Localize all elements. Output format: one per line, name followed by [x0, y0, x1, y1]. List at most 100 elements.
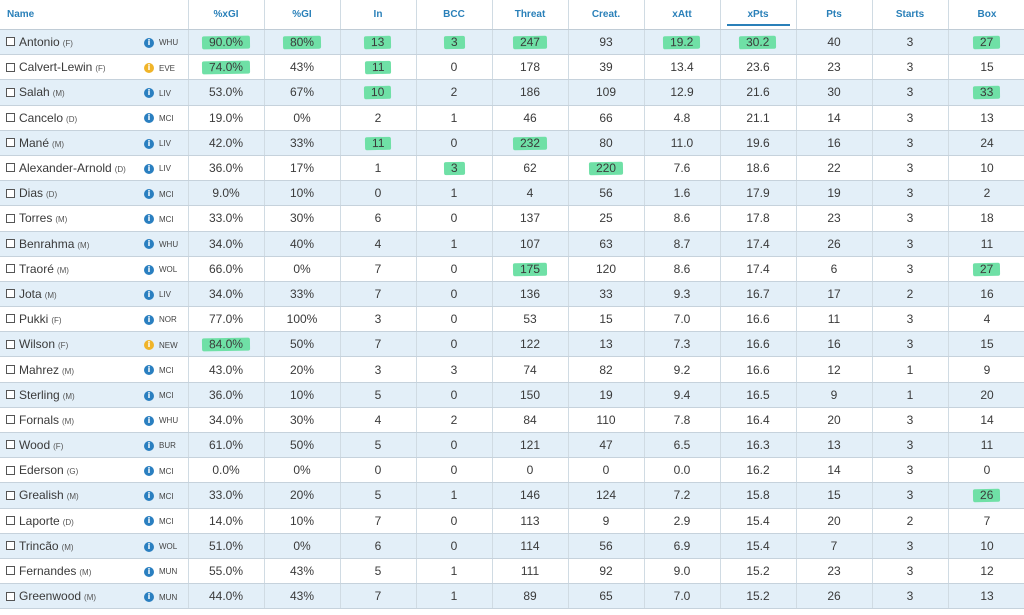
info-icon[interactable]: i [144, 592, 154, 603]
player-name[interactable]: Greenwood [19, 589, 82, 604]
table-row[interactable]: Antonio (F) i WHU 90.0% 80% 13 3 247 93 19.2 30.2 40… [0, 29, 1024, 56]
row-select-checkbox[interactable] [6, 465, 15, 475]
column-header-gi-pct[interactable]: %GI [264, 0, 341, 30]
column-header-pts[interactable]: Pts [796, 0, 873, 30]
table-row[interactable]: Mahrez (M) i MCI 43.0% 20% 3 3 74 82 9.2 16.6 12 1 9 [0, 356, 1024, 383]
info-icon[interactable]: i [144, 365, 154, 376]
player-name[interactable]: Grealish [19, 488, 64, 503]
table-row[interactable]: Pukki (F) i NOR 77.0% 100% 3 0 53 15 7.0 16.6 11 3 4 [0, 306, 1024, 333]
info-icon[interactable]: i [144, 239, 154, 250]
row-select-checkbox[interactable] [6, 87, 15, 97]
column-header-in[interactable]: In [340, 0, 417, 30]
player-name[interactable]: Alexander-Arnold [19, 161, 112, 176]
row-select-checkbox[interactable] [6, 213, 15, 223]
info-icon[interactable]: i [144, 163, 154, 174]
row-select-checkbox[interactable] [6, 238, 15, 248]
table-row[interactable]: Benrahma (M) i WHU 34.0% 40% 4 1 107 63 8.7 17.4 26 3… [0, 231, 1024, 257]
column-header-creat[interactable]: Creat. [568, 0, 645, 30]
table-row[interactable]: Wood (F) i BUR 61.0% 50% 5 0 121 47 6.5 16.3 13 3 11 [0, 432, 1024, 459]
info-icon[interactable]: i [144, 113, 154, 124]
info-icon[interactable]: i [144, 566, 154, 577]
info-icon[interactable]: i [144, 214, 154, 225]
info-icon[interactable]: i [144, 314, 154, 325]
table-row[interactable]: Jota (M) i LIV 34.0% 33% 7 0 136 33 9.3 16.7 17 2 16 [0, 281, 1024, 308]
table-row[interactable]: Traoré (M) i WOL 66.0% 0% 7 0 175 120 8.6 17.4 6 3 27 [0, 256, 1024, 282]
info-icon[interactable]: i [144, 37, 154, 48]
table-row[interactable]: Salah (M) i LIV 53.0% 67% 10 2 186 109 12.9 21.6 30 3… [0, 79, 1024, 106]
row-select-checkbox[interactable] [6, 289, 15, 299]
table-row[interactable]: Alexander-Arnold (D) i LIV 36.0% 17% 1 3 62 220 7.… [0, 155, 1024, 182]
player-name[interactable]: Mahrez [19, 362, 60, 377]
column-header-xpts[interactable]: xPts [720, 0, 797, 30]
table-row[interactable]: Ederson (G) i MCI 0.0% 0% 0 0 0 0 0.0 16.2 14 3 0 [0, 457, 1024, 484]
info-icon[interactable]: i [144, 264, 154, 275]
player-name[interactable]: Antonio [19, 35, 60, 50]
info-icon[interactable]: i [144, 390, 154, 401]
row-select-checkbox[interactable] [6, 138, 15, 148]
table-row[interactable]: Dias (D) i MCI 9.0% 10% 0 1 4 56 1.6 17.9 19 3 2 [0, 180, 1024, 207]
row-select-checkbox[interactable] [6, 364, 15, 374]
player-name[interactable]: Sterling [19, 387, 60, 402]
player-name[interactable]: Trincão [19, 538, 59, 553]
table-row[interactable]: Mané (M) i LIV 42.0% 33% 11 0 232 80 11.0 19.6 16 3 24 [0, 130, 1024, 156]
row-select-checkbox[interactable] [6, 264, 15, 274]
row-select-checkbox[interactable] [6, 591, 15, 601]
row-select-checkbox[interactable] [6, 314, 15, 324]
player-name[interactable]: Fernandes [19, 564, 77, 579]
row-select-checkbox[interactable] [6, 188, 15, 198]
table-row[interactable]: Cancelo (D) i MCI 19.0% 0% 2 1 46 66 4.8 21.1 14 3 13 [0, 105, 1024, 131]
info-icon[interactable]: i [144, 138, 154, 149]
table-row[interactable]: Calvert-Lewin (F) i EVE 74.0% 43% 11 0 178 39 13.4… [0, 54, 1024, 81]
row-select-checkbox[interactable] [6, 440, 15, 450]
player-name[interactable]: Jota [19, 286, 42, 301]
info-icon[interactable]: i [144, 516, 154, 527]
player-name[interactable]: Calvert-Lewin [19, 60, 93, 75]
column-header-threat[interactable]: Threat [492, 0, 569, 30]
player-name[interactable]: Fornals [19, 412, 60, 427]
info-icon[interactable]: i [144, 88, 154, 99]
column-header-starts[interactable]: Starts [872, 0, 949, 30]
info-icon[interactable]: i [144, 189, 154, 200]
table-row[interactable]: Wilson (F) i NEW 84.0% 50% 7 0 122 13 7.3 16.6 16 3 15 [0, 331, 1024, 358]
column-header-xatt[interactable]: xAtt [644, 0, 721, 30]
column-header-name[interactable]: Name [0, 0, 189, 30]
row-select-checkbox[interactable] [6, 515, 15, 525]
table-row[interactable]: Fernandes (M) i MUN 55.0% 43% 5 1 111 92 9.0 15.2 23… [0, 558, 1024, 585]
row-select-checkbox[interactable] [6, 415, 15, 425]
row-select-checkbox[interactable] [6, 37, 15, 47]
info-icon[interactable]: i [144, 340, 154, 351]
table-row[interactable]: Greenwood (M) i MUN 44.0% 43% 7 1 89 65 7.0 15.2 26 3… [0, 583, 1024, 610]
info-icon[interactable]: i [144, 491, 154, 502]
info-icon[interactable]: i [144, 541, 154, 552]
player-name[interactable]: Mané [19, 135, 50, 150]
row-select-checkbox[interactable] [6, 112, 15, 122]
row-select-checkbox[interactable] [6, 566, 15, 576]
column-header-box[interactable]: Box [948, 0, 1024, 30]
table-row[interactable]: Laporte (D) i MCI 14.0% 10% 7 0 113 9 2.9 15.4 20 2 7 [0, 508, 1024, 534]
player-name[interactable]: Dias [19, 186, 44, 201]
table-row[interactable]: Grealish (M) i MCI 33.0% 20% 5 1 146 124 7.2 15.8 15… [0, 482, 1024, 509]
player-name[interactable]: Salah [19, 85, 50, 100]
player-name[interactable]: Wilson [19, 337, 56, 352]
table-row[interactable]: Torres (M) i MCI 33.0% 30% 6 0 137 25 8.6 17.8 23 3 18 [0, 205, 1024, 232]
row-select-checkbox[interactable] [6, 541, 15, 551]
info-icon[interactable]: i [144, 466, 154, 477]
row-select-checkbox[interactable] [6, 62, 15, 72]
row-select-checkbox[interactable] [6, 490, 15, 500]
info-icon[interactable]: i [144, 63, 154, 74]
row-select-checkbox[interactable] [6, 390, 15, 400]
player-name[interactable]: Laporte [19, 513, 60, 528]
player-name[interactable]: Traoré [19, 261, 54, 276]
column-header-xgi-pct[interactable]: %xGI [188, 0, 265, 30]
player-name[interactable]: Torres [19, 211, 53, 226]
info-icon[interactable]: i [144, 440, 154, 451]
player-name[interactable]: Cancelo [19, 110, 64, 125]
table-row[interactable]: Sterling (M) i MCI 36.0% 10% 5 0 150 19 9.4 16.5 9 1 2… [0, 382, 1024, 408]
table-row[interactable]: Fornals (M) i WHU 34.0% 30% 4 2 84 110 7.8 16.4 20 3 1… [0, 407, 1024, 434]
table-row[interactable]: Trincão (M) i WOL 51.0% 0% 6 0 114 56 6.9 15.4 7 3 10 [0, 533, 1024, 559]
player-name[interactable]: Benrahma [19, 236, 75, 251]
player-name[interactable]: Ederson [19, 463, 64, 478]
info-icon[interactable]: i [144, 415, 154, 426]
player-name[interactable]: Wood [19, 438, 51, 453]
player-name[interactable]: Pukki [19, 312, 49, 327]
